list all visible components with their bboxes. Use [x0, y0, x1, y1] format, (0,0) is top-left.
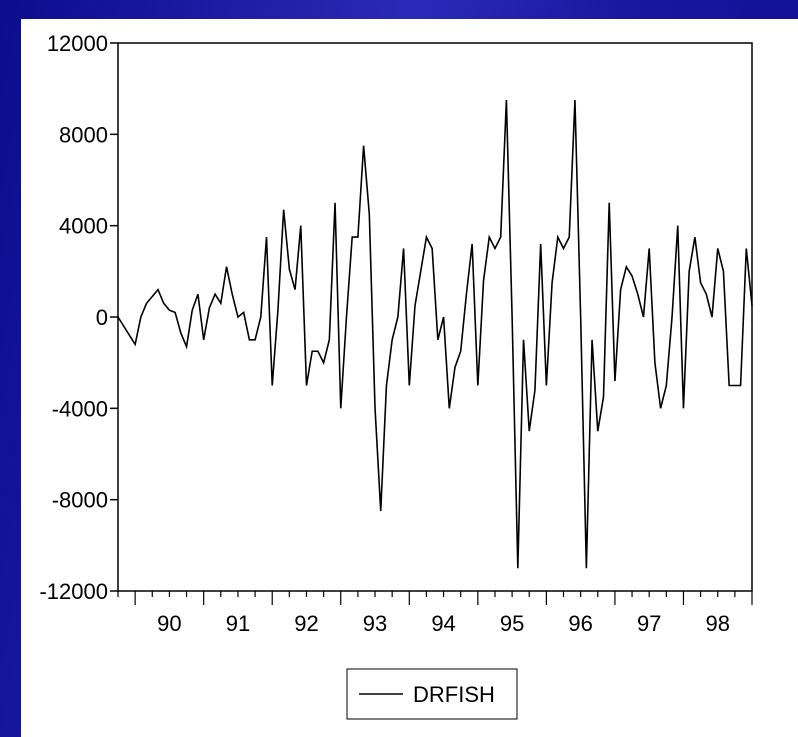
- y-tick-label: -4000: [52, 396, 108, 421]
- y-tick-label: 4000: [59, 214, 108, 239]
- series-line-drfish: [117, 100, 753, 569]
- y-tick-label: -8000: [52, 488, 108, 513]
- legend: DRFISH: [346, 668, 518, 720]
- x-tick-label: 94: [431, 611, 455, 636]
- legend-label-drfish: DRFISH: [413, 682, 495, 707]
- x-tick-label: 93: [363, 611, 387, 636]
- plot-area-frame: [117, 42, 753, 592]
- x-tick-label: 90: [157, 611, 181, 636]
- chart-panel: -12000 -8000 -4000 0 4000 8000 12000 90 91 92 93 9…: [21, 19, 798, 737]
- y-tick-label: -12000: [39, 579, 108, 604]
- y-tick-label: 8000: [59, 122, 108, 147]
- y-tick-label: 12000: [47, 31, 108, 56]
- x-axis: 90 91 92 93 94 95 96 97 98: [117, 591, 753, 636]
- x-tick-label: 98: [705, 611, 729, 636]
- y-axis: -12000 -8000 -4000 0 4000 8000 12000: [39, 31, 118, 604]
- x-tick-label: 91: [226, 611, 250, 636]
- x-tick-label: 92: [294, 611, 318, 636]
- x-tick-label: 96: [568, 611, 592, 636]
- x-tick-label: 97: [637, 611, 661, 636]
- y-tick-label: 0: [96, 305, 108, 330]
- x-tick-label: 95: [500, 611, 524, 636]
